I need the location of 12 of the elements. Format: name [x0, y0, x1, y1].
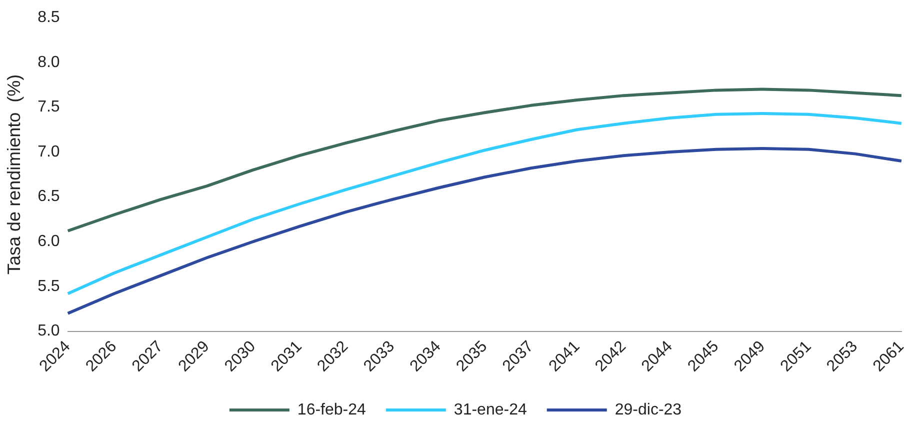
y-tick-label: 5.0: [38, 322, 60, 340]
y-tick-label: 8.0: [38, 54, 60, 71]
legend-label: 31-ene-24: [454, 401, 527, 418]
y-tick-label: 6.5: [38, 188, 60, 206]
y-tick-label: 8.5: [38, 9, 60, 26]
y-tick-label: 7.0: [38, 143, 60, 160]
legend-label: 16-feb-24: [297, 401, 366, 418]
y-tick-label: 7.5: [38, 98, 60, 116]
legend-label: 29-dic-23: [614, 401, 682, 418]
y-tick-label: 6.0: [38, 233, 60, 250]
y-axis-title: Tasa de rendimiento (%): [4, 74, 24, 274]
y-tick-label: 5.5: [38, 278, 60, 295]
